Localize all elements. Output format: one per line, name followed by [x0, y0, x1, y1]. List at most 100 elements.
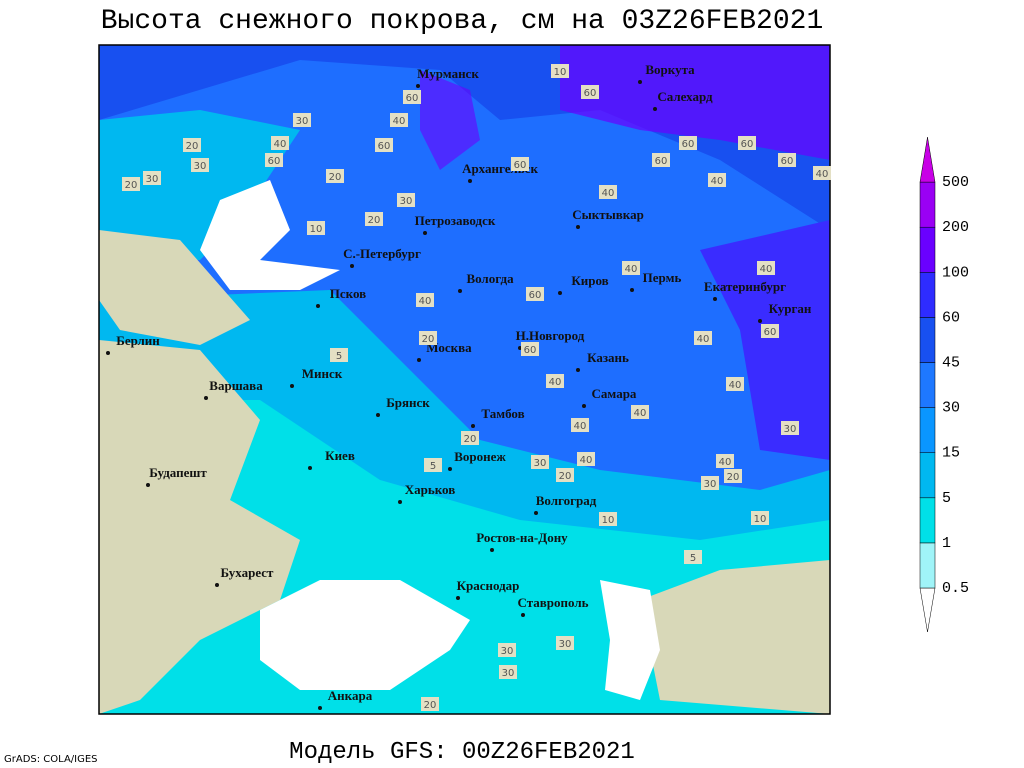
- city-layer: Мурманск ВоркутаСалехардАрхангельскСыктыв…: [106, 62, 812, 710]
- city-dot: [417, 358, 421, 362]
- city-label: Сыктывкар: [572, 207, 644, 222]
- legend-swatch: [919, 497, 936, 544]
- city-dot: [416, 84, 420, 88]
- legend-swatch: [919, 226, 936, 273]
- city-dot: [350, 264, 354, 268]
- city-dot: [713, 297, 717, 301]
- contour-label-box: [757, 261, 775, 275]
- city-dot: [456, 596, 460, 600]
- contour-label-box: [375, 138, 393, 152]
- land: [99, 340, 300, 714]
- city-label: Ростов-на-Дону: [476, 530, 568, 545]
- city-label: Киров: [571, 273, 608, 288]
- city-label: Псков: [330, 286, 366, 301]
- contour-label: 30: [296, 116, 309, 127]
- contour-label-box: [571, 418, 589, 432]
- city-dot: [316, 304, 320, 308]
- contour-label: 30: [400, 196, 413, 207]
- legend-swatch: [919, 452, 936, 499]
- city-label: Салехард: [657, 89, 713, 104]
- contour-label: 60: [378, 141, 391, 152]
- contour-label: 20: [329, 172, 342, 183]
- legend-label: 200: [942, 219, 969, 236]
- contour-label: 30: [194, 161, 207, 172]
- contour-label: 30: [534, 458, 547, 469]
- contour-label-box: [499, 665, 517, 679]
- city-dot: [534, 511, 538, 515]
- contour-label: 10: [754, 514, 767, 525]
- city-label: Москва: [426, 340, 472, 355]
- city-label: Екатеринбург: [704, 279, 786, 294]
- contour-label-box: [546, 374, 564, 388]
- contour-label-box: [708, 173, 726, 187]
- city-dot: [758, 319, 762, 323]
- credit: GrADS: COLA/IGES: [4, 754, 98, 765]
- contour-label: 40: [419, 296, 432, 307]
- contour-label-box: [265, 153, 283, 167]
- contour-label: 40: [274, 139, 287, 150]
- contour-label-box: [526, 287, 544, 301]
- city-dot: [423, 231, 427, 235]
- city-label: Киев: [325, 448, 355, 463]
- contour-label: 40: [760, 264, 773, 275]
- contour-label-box: [424, 458, 442, 472]
- contour-label: 30: [502, 668, 515, 679]
- city-label: Бухарест: [221, 565, 275, 580]
- city-dot: [290, 384, 294, 388]
- contour-label: 40: [729, 380, 742, 391]
- contour-label-box: [556, 468, 574, 482]
- legend-label: 30: [942, 400, 960, 417]
- contour-label: 60: [781, 156, 794, 167]
- contour-label: 40: [574, 421, 587, 432]
- contour-label-box: [183, 138, 201, 152]
- contour-label-box: [761, 324, 779, 338]
- city-label: Воронеж: [454, 449, 506, 464]
- legend-arrow-low: [919, 587, 936, 633]
- contour-label: 20: [559, 471, 572, 482]
- contour-label: 30: [146, 174, 159, 185]
- city-label: Пермь: [643, 270, 682, 285]
- contour-label: 40: [816, 169, 829, 180]
- city-label: Вологда: [466, 271, 514, 286]
- contour-label: 20: [464, 434, 477, 445]
- contour-label: 60: [529, 290, 542, 301]
- city-dot: [106, 351, 110, 355]
- contour-label: 5: [690, 553, 696, 564]
- city-dot: [653, 107, 657, 111]
- contour-label: 60: [524, 345, 537, 356]
- contour-label-box: [726, 377, 744, 391]
- title: Высота снежного покрова, см на 03Z26FEB2…: [101, 6, 824, 37]
- city-label: Н.Новгород: [516, 328, 585, 343]
- sea: [200, 180, 340, 290]
- contour-label: 40: [580, 455, 593, 466]
- legend-label: 0.5: [942, 580, 969, 597]
- legend-label: 100: [942, 264, 969, 281]
- snow-area: [700, 220, 830, 460]
- city-label: Берлин: [116, 333, 160, 348]
- contour-label-box: [421, 697, 439, 711]
- city-label: Воркута: [645, 62, 695, 77]
- legend-label: 15: [942, 445, 960, 462]
- land: [640, 560, 830, 714]
- contour-label: 30: [501, 646, 514, 657]
- city-label: Харьков: [405, 482, 456, 497]
- contour-label-box: [778, 153, 796, 167]
- city-dot: [521, 613, 525, 617]
- city-dot: [558, 291, 562, 295]
- snow-area: [560, 45, 830, 160]
- city-label: Самара: [592, 386, 637, 401]
- contour-label: 40: [549, 377, 562, 388]
- city-dot: [448, 467, 452, 471]
- contour-label-box: [390, 113, 408, 127]
- legend-swatch: [919, 362, 936, 408]
- contour-label: 40: [393, 116, 406, 127]
- contour-label: 40: [625, 264, 638, 275]
- contour-label-box: [701, 476, 719, 490]
- city-dot: [458, 289, 462, 293]
- contour-label-box: [751, 511, 769, 525]
- contour-label: 60: [584, 88, 597, 99]
- contour-label: 20: [368, 215, 381, 226]
- contour-label-box: [556, 636, 574, 650]
